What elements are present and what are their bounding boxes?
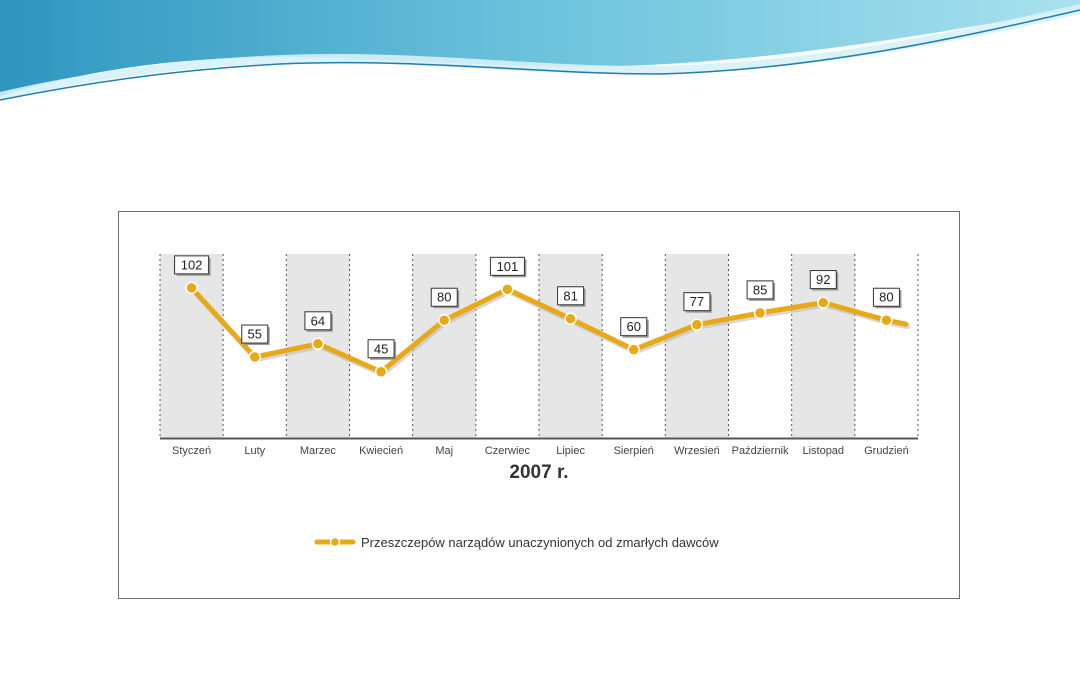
data-label-box	[809, 270, 837, 290]
series-line-group	[185, 281, 910, 379]
data-point	[185, 281, 198, 295]
legend-marker	[329, 536, 341, 548]
data-point	[753, 306, 767, 320]
data-label-box	[430, 287, 458, 307]
data-label: 80	[437, 290, 451, 305]
wave-line	[0, 9, 1080, 101]
data-point	[564, 312, 577, 326]
data-point	[248, 350, 261, 364]
data-label-box	[683, 292, 711, 312]
x-tick-label: Lipiec	[556, 445, 585, 457]
data-labels: 102 55 64 45 80 101 81 60 77 85 92 80	[174, 255, 902, 360]
x-tick-label: Luty	[244, 445, 265, 457]
category-dividers	[159, 254, 919, 438]
x-tick-label: Grudzień	[864, 445, 909, 457]
decorative-wave-banner	[0, 0, 1080, 101]
x-tick-label: Wrzesień	[674, 445, 720, 457]
line-chart: Styczeń Luty Marzec Kwiecień Maj Czerwiec Lipi…	[159, 254, 919, 550]
data-label: 102	[181, 257, 203, 272]
x-tick-label: Marzec	[300, 445, 337, 457]
chart-frame: Styczeń Luty Marzec Kwiecień Maj Czerwiec Lipi…	[118, 211, 960, 599]
data-label: 64	[311, 313, 325, 328]
legend-label: Przeszczepów narządów unaczynionych od z…	[361, 535, 719, 550]
data-label-box	[304, 311, 332, 331]
data-label: 85	[753, 282, 767, 297]
category-band	[412, 254, 476, 438]
data-label-box	[620, 317, 648, 337]
data-label: 92	[816, 272, 830, 287]
data-label: 77	[690, 294, 704, 309]
data-point	[374, 365, 388, 379]
x-tick-label: Maj	[435, 445, 453, 457]
data-label-box	[872, 287, 900, 307]
data-label-box	[367, 339, 395, 359]
data-point	[690, 318, 704, 331]
x-tick-label: Październik	[732, 445, 789, 457]
category-band	[539, 254, 603, 438]
x-tick-label: Listopad	[802, 445, 844, 457]
data-label: 45	[374, 341, 388, 356]
wave-band-light	[0, 4, 1080, 100]
data-label: 80	[879, 290, 893, 305]
category-band	[160, 254, 224, 438]
x-tick-label: Sierpień	[614, 445, 654, 457]
data-label: 60	[627, 319, 641, 334]
data-point	[438, 313, 451, 327]
data-label: 101	[497, 259, 519, 274]
legend: Przeszczepów narządów unaczynionych od z…	[314, 535, 719, 550]
data-label: 55	[248, 327, 262, 342]
data-label: 81	[563, 288, 577, 303]
data-label-box	[746, 280, 774, 300]
category-band	[665, 254, 729, 438]
wave-band-main	[0, 0, 1080, 96]
x-axis-title: 2007 r.	[509, 462, 568, 483]
data-point	[880, 313, 893, 327]
x-tick-label: Kwiecień	[359, 445, 403, 457]
data-label-box	[174, 255, 210, 275]
data-label-box	[557, 286, 585, 306]
data-point	[817, 296, 830, 309]
x-tick-label: Styczeń	[172, 445, 211, 457]
data-label-box	[489, 256, 525, 276]
data-point	[627, 343, 640, 356]
data-label-box	[241, 324, 269, 344]
data-point	[501, 283, 514, 296]
x-tick-label: Czerwiec	[485, 445, 531, 457]
data-point	[311, 337, 325, 351]
x-tick-labels: Styczeń Luty Marzec Kwiecień Maj Czerwiec Lipi…	[172, 445, 909, 457]
